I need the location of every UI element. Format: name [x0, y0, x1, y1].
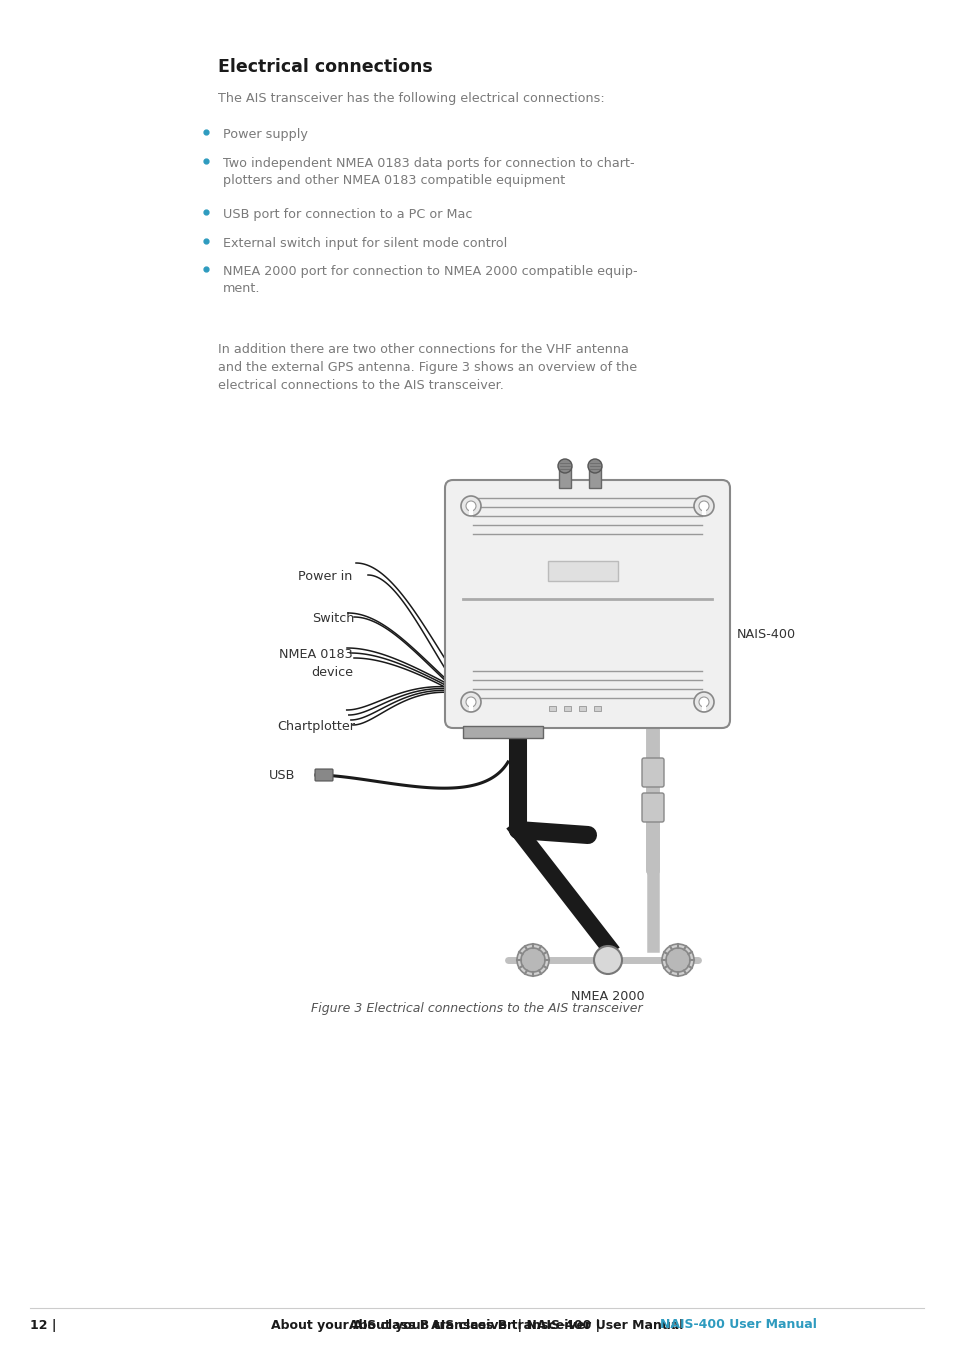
- Bar: [594, 705, 600, 711]
- Bar: [469, 509, 473, 515]
- Text: electrical connections to the AIS transceiver.: electrical connections to the AIS transc…: [218, 379, 503, 393]
- Text: NMEA 0183: NMEA 0183: [279, 649, 353, 661]
- Bar: [701, 705, 705, 711]
- Text: device: device: [311, 666, 353, 678]
- Text: Two independent NMEA 0183 data ports for connection to chart-: Two independent NMEA 0183 data ports for…: [223, 157, 634, 171]
- Text: NAIS-400: NAIS-400: [737, 628, 796, 642]
- Text: Figure 3 Electrical connections to the AIS transceiver: Figure 3 Electrical connections to the A…: [311, 1002, 642, 1016]
- Circle shape: [460, 692, 480, 712]
- Circle shape: [517, 944, 548, 976]
- Circle shape: [465, 697, 476, 707]
- Text: Electrical connections: Electrical connections: [218, 58, 433, 76]
- Text: NAIS-400 User Manual: NAIS-400 User Manual: [659, 1319, 816, 1331]
- Text: About your AIS class B transceiver |: About your AIS class B transceiver |: [349, 1319, 604, 1331]
- Text: USB: USB: [269, 769, 294, 783]
- Circle shape: [465, 501, 476, 510]
- FancyBboxPatch shape: [641, 793, 663, 822]
- Text: In addition there are two other connections for the VHF antenna: In addition there are two other connecti…: [218, 343, 628, 356]
- Text: USB port for connection to a PC or Mac: USB port for connection to a PC or Mac: [223, 209, 472, 221]
- Bar: [462, 726, 542, 738]
- Circle shape: [587, 459, 601, 473]
- Bar: [548, 705, 556, 711]
- Circle shape: [661, 944, 693, 976]
- Text: Chartplotter: Chartplotter: [276, 720, 355, 733]
- Text: The AIS transceiver has the following electrical connections:: The AIS transceiver has the following el…: [218, 92, 604, 106]
- Bar: [469, 705, 473, 711]
- Text: ment.: ment.: [223, 282, 260, 295]
- Bar: [558, 466, 571, 487]
- Circle shape: [520, 948, 544, 972]
- FancyBboxPatch shape: [444, 481, 729, 728]
- FancyBboxPatch shape: [314, 769, 333, 781]
- FancyBboxPatch shape: [641, 758, 663, 787]
- Circle shape: [693, 692, 713, 712]
- Circle shape: [693, 496, 713, 516]
- Bar: [701, 509, 705, 515]
- Bar: [547, 561, 618, 581]
- Text: NMEA 2000: NMEA 2000: [571, 990, 644, 1003]
- Bar: [578, 705, 585, 711]
- Text: plotters and other NMEA 0183 compatible equipment: plotters and other NMEA 0183 compatible …: [223, 175, 565, 187]
- Text: NMEA 2000 port for connection to NMEA 2000 compatible equip-: NMEA 2000 port for connection to NMEA 20…: [223, 265, 637, 278]
- Text: 12 |: 12 |: [30, 1319, 56, 1331]
- Bar: [563, 705, 571, 711]
- Circle shape: [594, 946, 621, 974]
- Text: and the external GPS antenna. Figure 3 shows an overview of the: and the external GPS antenna. Figure 3 s…: [218, 362, 637, 374]
- Text: About your AIS class B transceiver | NAIS-400 User Manual: About your AIS class B transceiver | NAI…: [271, 1319, 682, 1331]
- Circle shape: [665, 948, 689, 972]
- Circle shape: [460, 496, 480, 516]
- Text: Power in: Power in: [297, 570, 352, 584]
- Text: Power supply: Power supply: [223, 129, 308, 141]
- Circle shape: [699, 501, 708, 510]
- Text: Switch: Switch: [313, 612, 355, 626]
- Circle shape: [699, 697, 708, 707]
- Text: External switch input for silent mode control: External switch input for silent mode co…: [223, 237, 507, 250]
- Bar: [588, 466, 600, 487]
- Circle shape: [558, 459, 572, 473]
